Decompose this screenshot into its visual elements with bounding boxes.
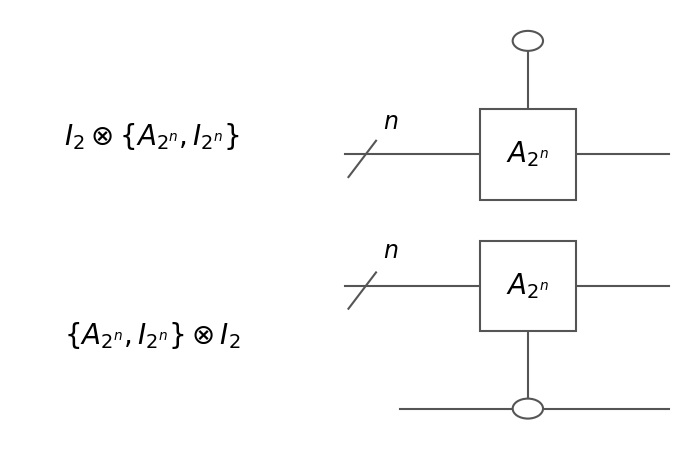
Text: $A_{2^n}$: $A_{2^n}$ bbox=[506, 271, 549, 301]
Text: $n$: $n$ bbox=[383, 239, 398, 263]
Text: $I_2 \otimes \{A_{2^n}, I_{2^n}\}$: $I_2 \otimes \{A_{2^n}, I_{2^n}\}$ bbox=[64, 121, 239, 152]
Text: $n$: $n$ bbox=[383, 110, 398, 134]
Text: $\{A_{2^n}, I_{2^n}\} \otimes I_2$: $\{A_{2^n}, I_{2^n}\} \otimes I_2$ bbox=[63, 321, 240, 351]
Bar bbox=[480, 109, 576, 200]
Bar bbox=[480, 241, 576, 331]
Circle shape bbox=[513, 399, 543, 419]
Circle shape bbox=[513, 31, 543, 51]
Text: $A_{2^n}$: $A_{2^n}$ bbox=[506, 139, 549, 169]
